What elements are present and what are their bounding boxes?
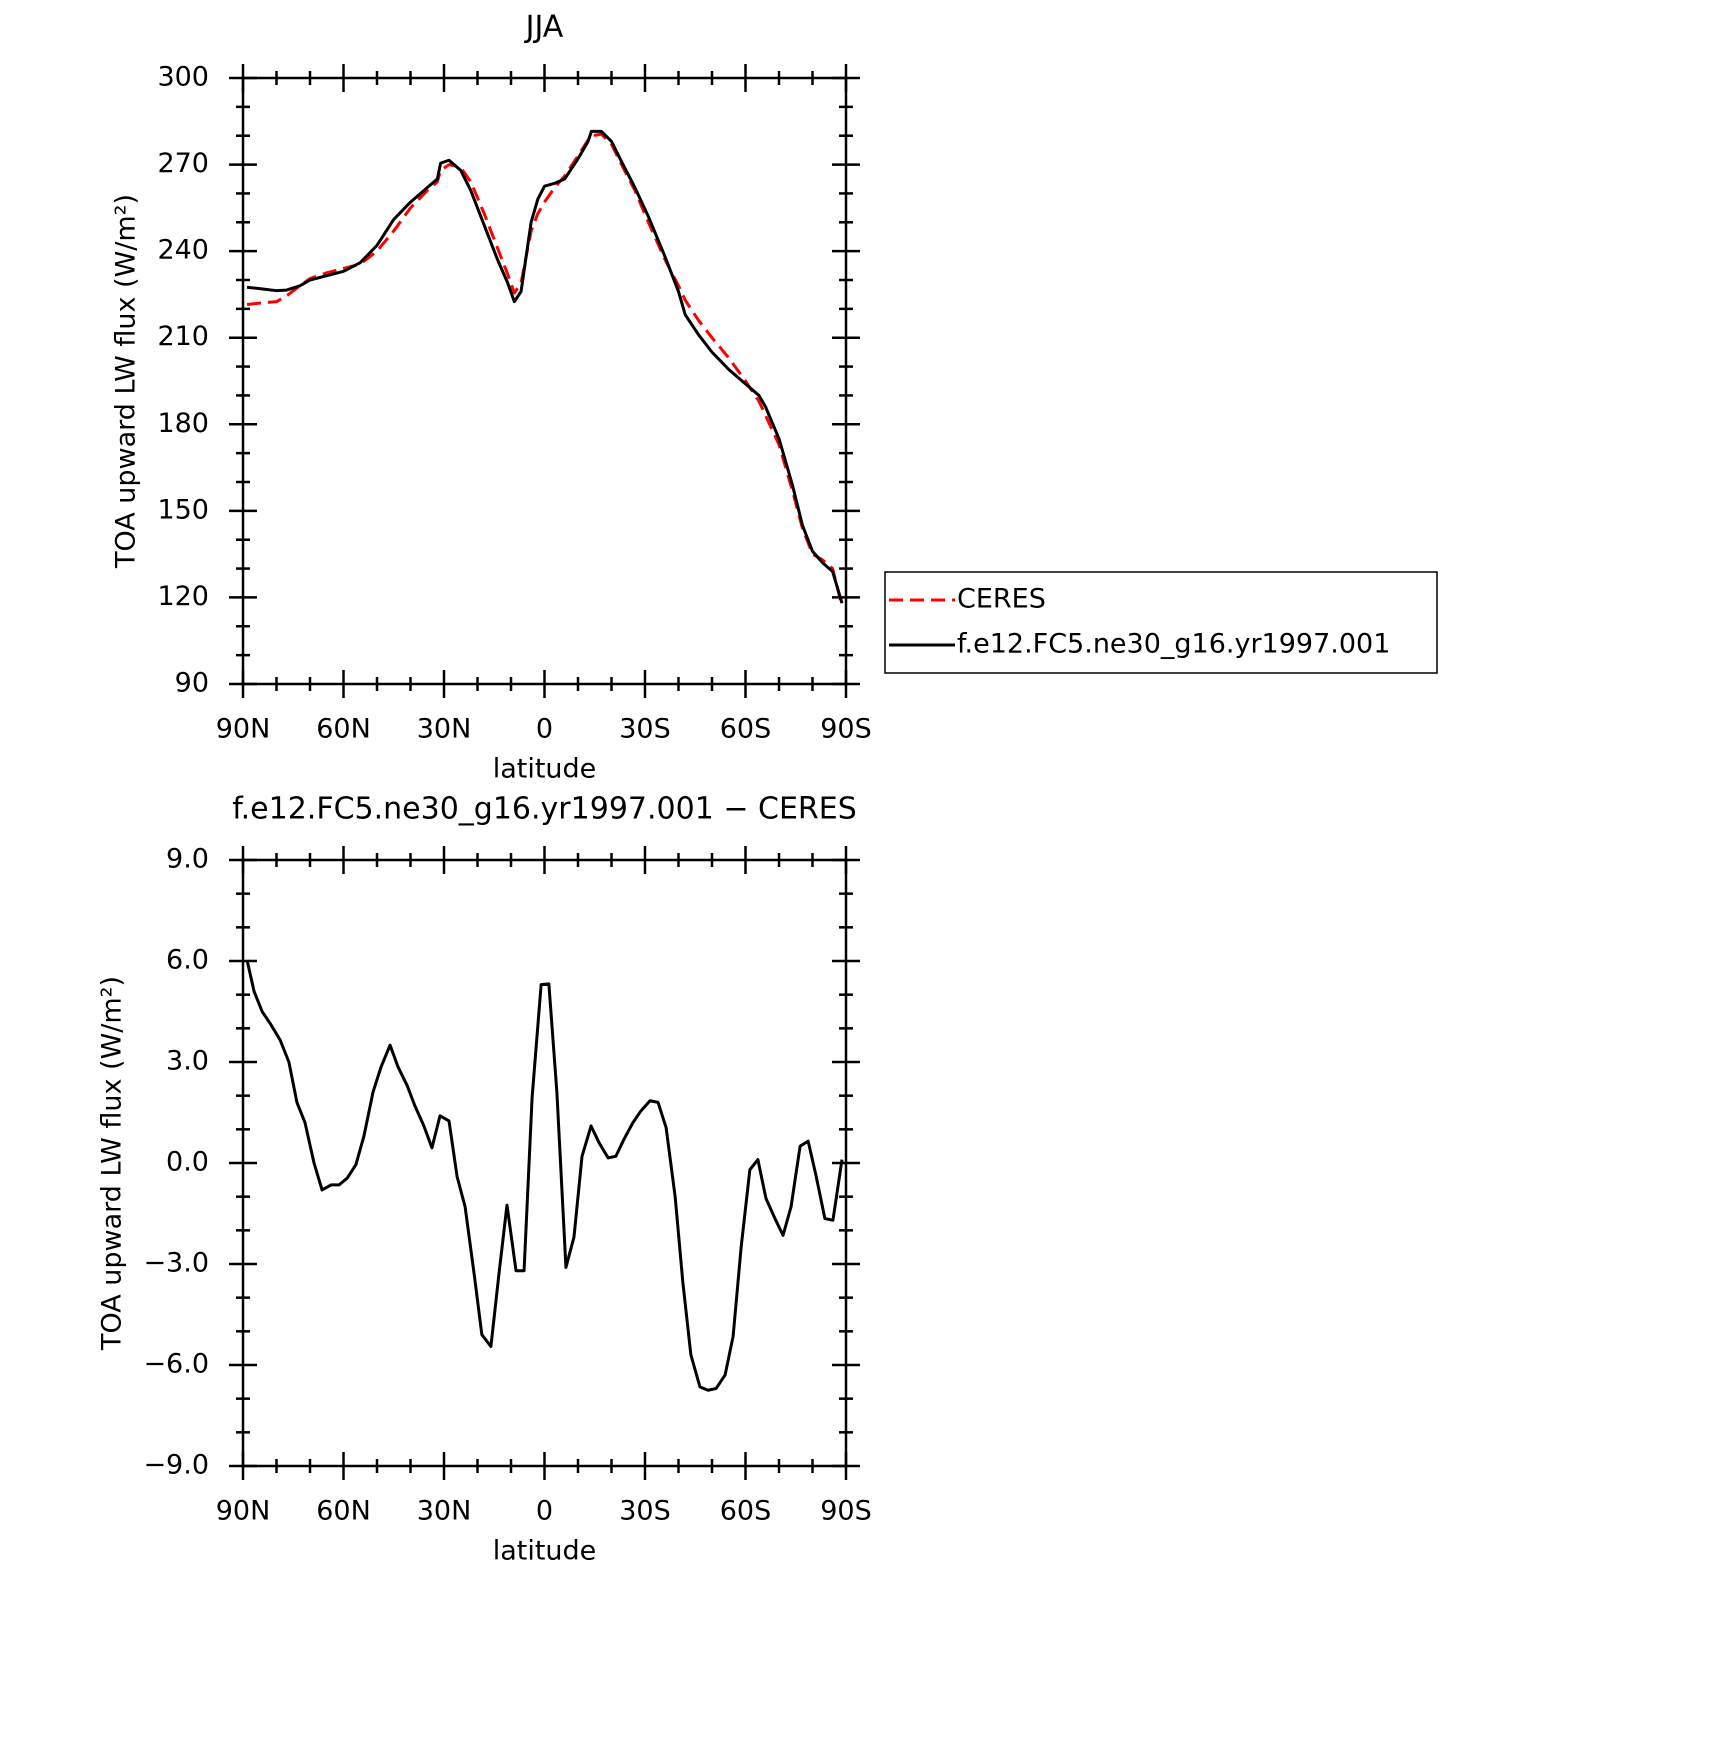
- y-tick-label: 300: [157, 62, 209, 93]
- x-tick-label: 30N: [417, 1496, 472, 1527]
- y-tick-label: −3.0: [143, 1248, 209, 1279]
- x-tick-label: 90S: [820, 714, 872, 745]
- y-tick-label: 90: [175, 668, 209, 699]
- y-tick-label: 270: [157, 148, 209, 179]
- chart-title: f.e12.FC5.ne30_g16.yr1997.001 − CERES: [232, 792, 857, 827]
- x-tick-label: 90N: [216, 714, 271, 745]
- x-tick-label: 90S: [820, 1496, 872, 1527]
- legend-box: [884, 571, 1438, 674]
- x-tick-label: 30N: [417, 714, 472, 745]
- plot-frame: [241, 76, 848, 686]
- x-tick-label: 60S: [720, 714, 772, 745]
- y-tick-label: 150: [157, 494, 209, 525]
- legend-label: CERES: [957, 584, 1046, 615]
- x-tick-label: 90N: [216, 1496, 271, 1527]
- y-tick-label: −9.0: [143, 1450, 209, 1481]
- x-tick-label: 60N: [316, 714, 371, 745]
- x-tick-label: 30S: [619, 714, 671, 745]
- y-axis-label: TOA upward LW flux (W/m²): [111, 194, 142, 569]
- y-tick-label: 180: [157, 408, 209, 439]
- x-tick-label: 0: [536, 714, 553, 745]
- x-tick-label: 60S: [720, 1496, 772, 1527]
- legend-label: f.e12.FC5.ne30_g16.yr1997.001: [957, 629, 1390, 660]
- data-line: [246, 129, 844, 604]
- y-tick-label: 120: [157, 581, 209, 612]
- y-tick-label: 210: [157, 321, 209, 352]
- x-axis-label: latitude: [493, 1536, 597, 1567]
- x-tick-label: 60N: [316, 1496, 371, 1527]
- y-tick-label: 240: [157, 235, 209, 266]
- data-line: [245, 959, 844, 1392]
- x-axis-label: latitude: [493, 754, 597, 785]
- y-tick-label: 0.0: [166, 1147, 209, 1178]
- y-axis-label: TOA upward LW flux (W/m²): [97, 976, 128, 1351]
- x-tick-label: 0: [536, 1496, 553, 1527]
- y-tick-label: 6.0: [166, 945, 209, 976]
- y-tick-label: −6.0: [143, 1349, 209, 1380]
- chart-title: JJA: [524, 10, 564, 45]
- y-tick-label: 9.0: [166, 844, 209, 875]
- x-tick-label: 30S: [619, 1496, 671, 1527]
- data-line: [246, 132, 844, 607]
- y-tick-label: 3.0: [166, 1046, 209, 1077]
- plot-frame: [241, 858, 848, 1468]
